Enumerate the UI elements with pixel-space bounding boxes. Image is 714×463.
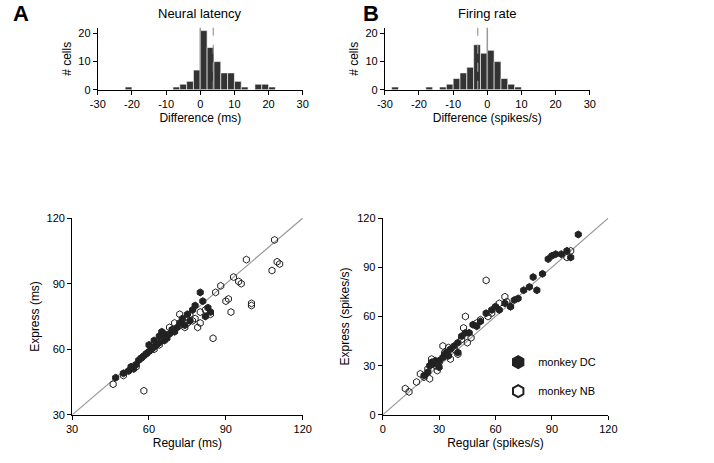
svg-text:30: 30 <box>433 423 445 435</box>
svg-text:10: 10 <box>78 55 90 67</box>
svg-text:-20: -20 <box>124 98 140 110</box>
svg-text:monkey DC: monkey DC <box>538 356 596 368</box>
svg-text:Regular (spikes/s): Regular (spikes/s) <box>447 436 544 450</box>
svg-text:B: B <box>363 1 379 26</box>
svg-text:0: 0 <box>197 98 203 110</box>
svg-text:-10: -10 <box>158 98 174 110</box>
svg-text:0: 0 <box>484 98 490 110</box>
svg-text:120: 120 <box>357 212 375 224</box>
svg-text:60: 60 <box>143 423 155 435</box>
svg-text:# cells: # cells <box>347 42 361 76</box>
svg-text:0: 0 <box>380 423 386 435</box>
svg-text:Regular (ms): Regular (ms) <box>153 436 222 450</box>
svg-text:120: 120 <box>599 423 617 435</box>
svg-text:-30: -30 <box>90 98 106 110</box>
svg-text:30: 30 <box>66 423 78 435</box>
svg-text:# cells: # cells <box>60 42 74 76</box>
svg-text:Difference (spikes/s): Difference (spikes/s) <box>433 111 542 125</box>
svg-text:20: 20 <box>262 98 274 110</box>
svg-text:-20: -20 <box>411 98 427 110</box>
svg-text:90: 90 <box>220 423 232 435</box>
svg-text:10: 10 <box>228 98 240 110</box>
svg-text:monkey NB: monkey NB <box>538 385 595 397</box>
svg-text:10: 10 <box>365 55 377 67</box>
svg-text:30: 30 <box>297 98 309 110</box>
svg-text:90: 90 <box>546 423 558 435</box>
svg-text:60: 60 <box>489 423 501 435</box>
svg-text:Express (ms): Express (ms) <box>28 281 42 352</box>
svg-text:60: 60 <box>53 343 65 355</box>
svg-text:30: 30 <box>363 360 375 372</box>
svg-text:120: 120 <box>294 423 312 435</box>
svg-text:20: 20 <box>549 98 561 110</box>
svg-text:30: 30 <box>53 409 65 421</box>
svg-text:A: A <box>13 1 29 26</box>
svg-text:90: 90 <box>363 261 375 273</box>
svg-text:0: 0 <box>372 84 378 96</box>
svg-text:0: 0 <box>369 409 375 421</box>
svg-text:20: 20 <box>365 27 377 39</box>
svg-text:60: 60 <box>363 310 375 322</box>
svg-text:Neural latency: Neural latency <box>158 6 242 21</box>
svg-text:120: 120 <box>47 212 65 224</box>
svg-text:90: 90 <box>53 278 65 290</box>
svg-text:Difference (ms): Difference (ms) <box>159 111 241 125</box>
svg-text:0: 0 <box>84 84 90 96</box>
svg-text:30: 30 <box>584 98 596 110</box>
svg-text:20: 20 <box>78 27 90 39</box>
svg-text:Firing rate: Firing rate <box>458 6 517 21</box>
svg-text:-30: -30 <box>377 98 393 110</box>
svg-text:10: 10 <box>515 98 527 110</box>
svg-text:-10: -10 <box>445 98 461 110</box>
svg-text:Express (spikes/s): Express (spikes/s) <box>338 267 352 365</box>
